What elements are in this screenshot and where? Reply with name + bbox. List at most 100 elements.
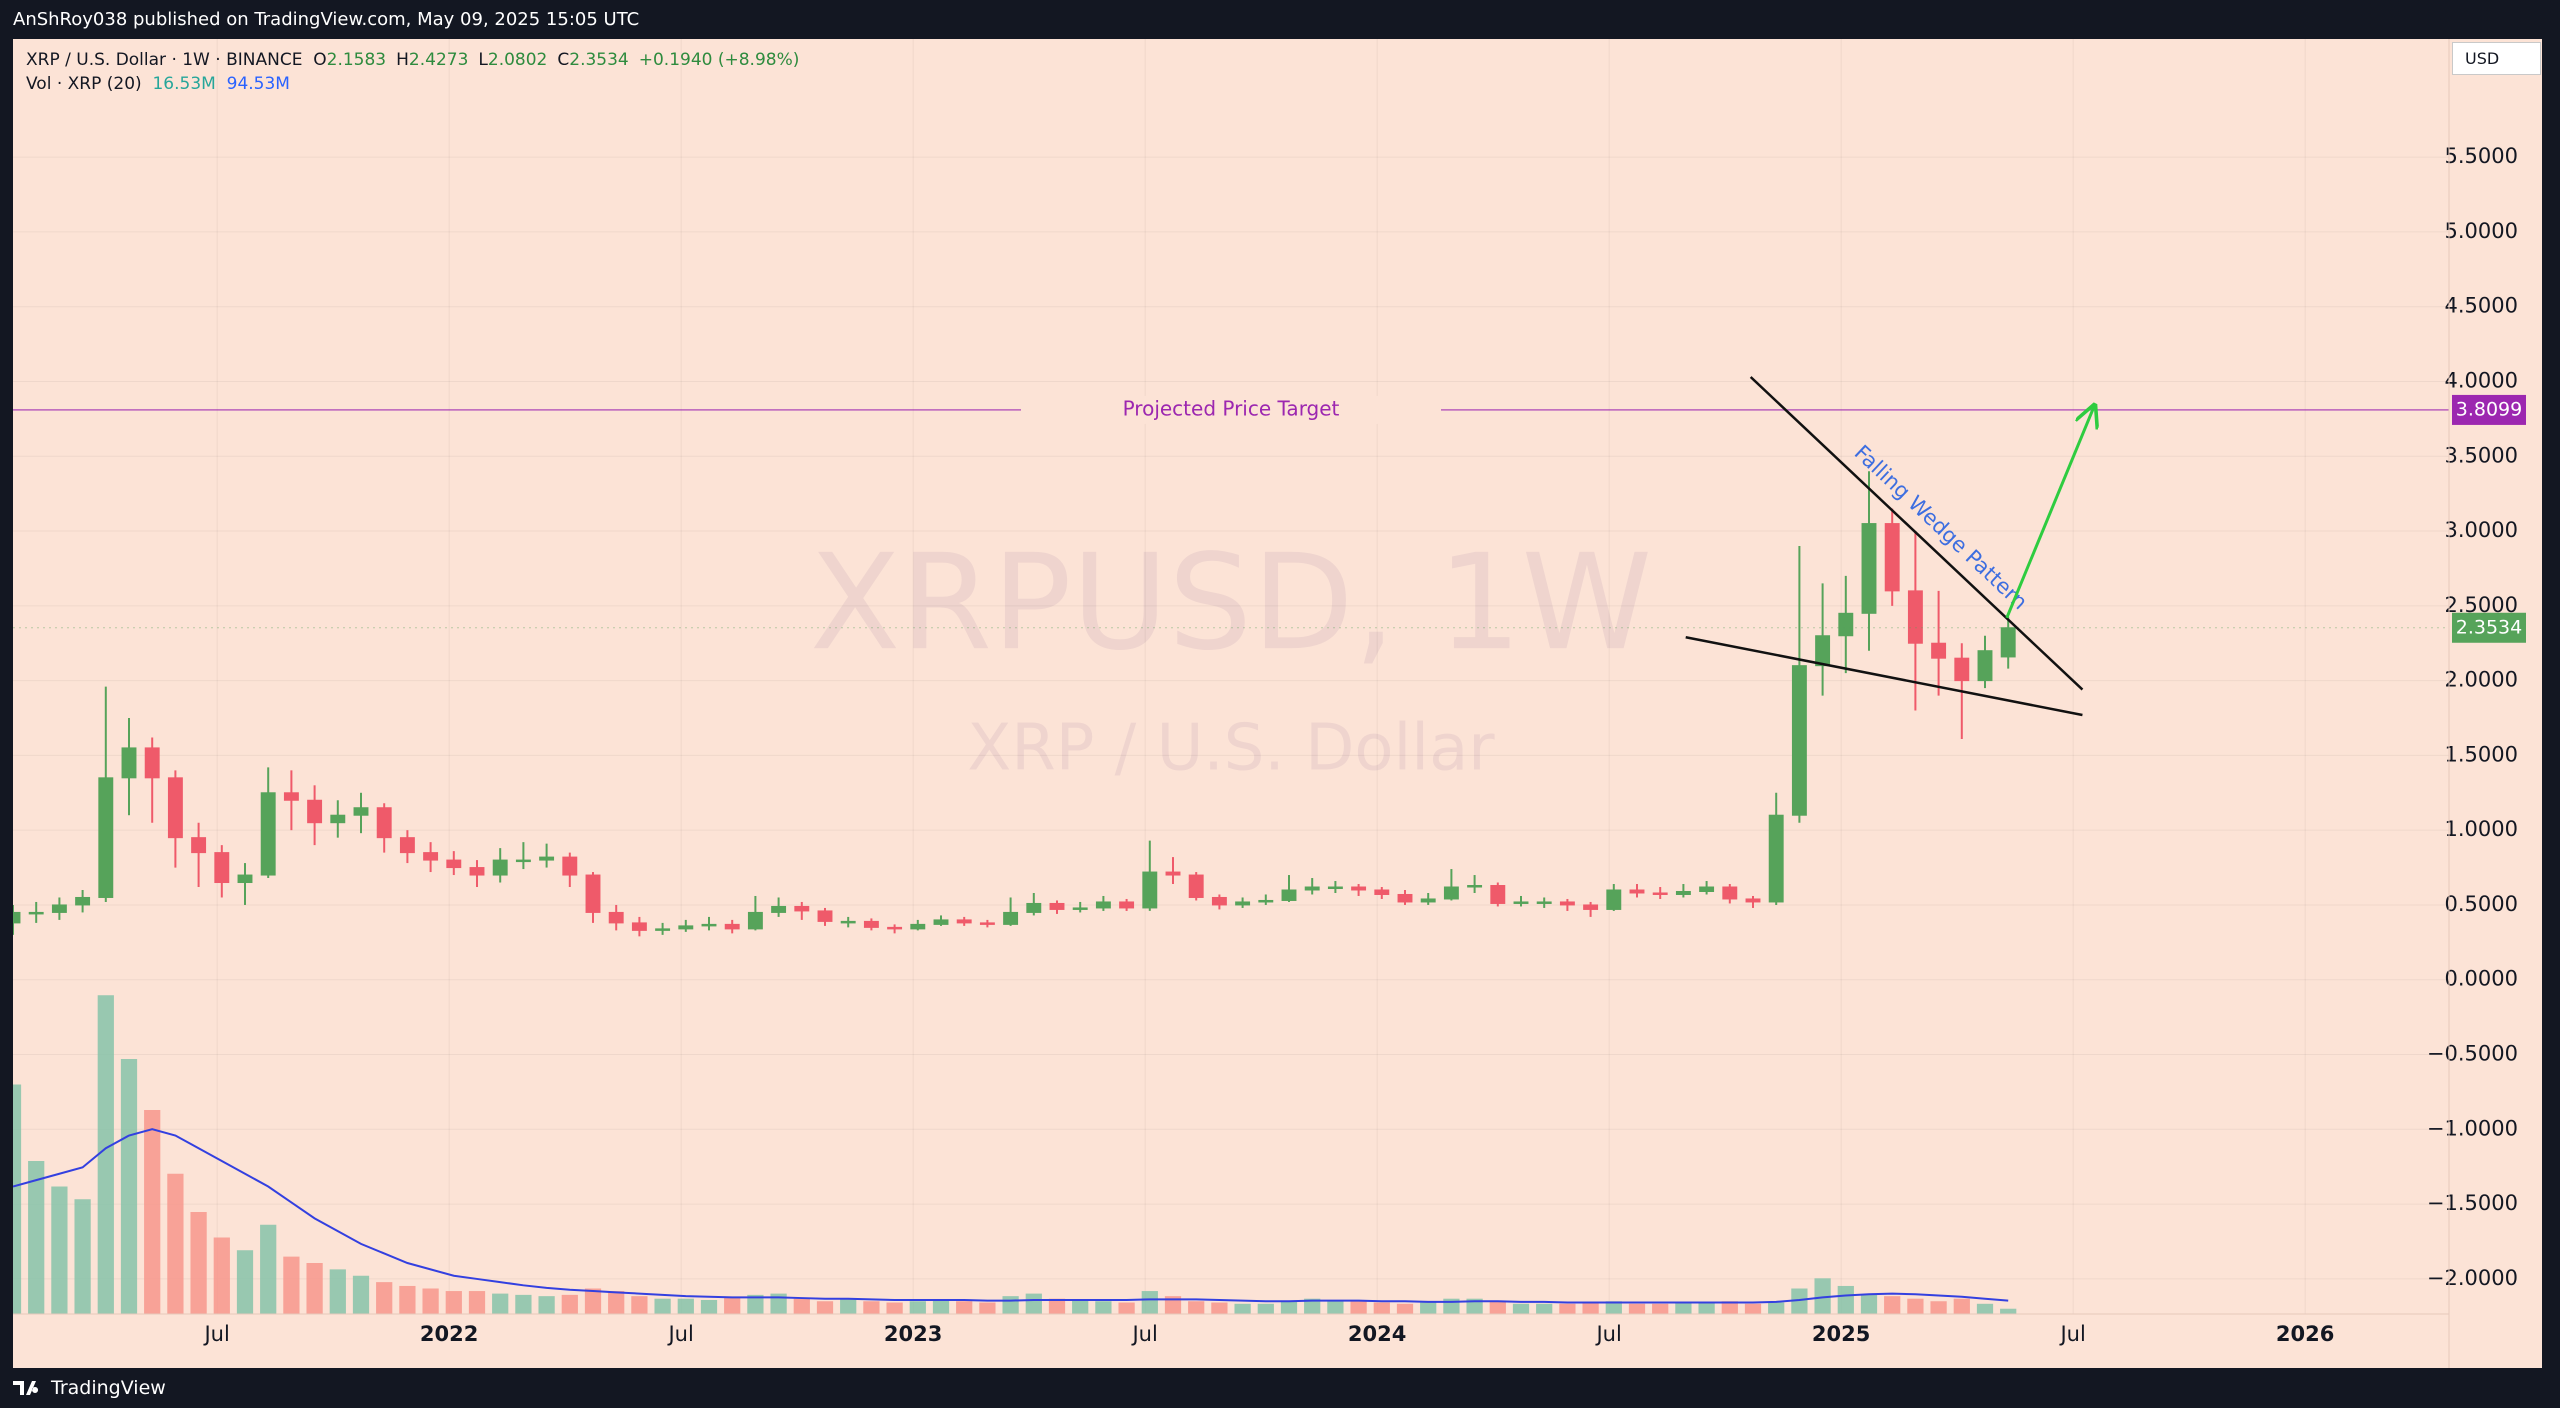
- candle-body: [1977, 650, 1993, 682]
- volume-bar: [793, 1298, 810, 1314]
- volume-bar: [376, 1282, 393, 1314]
- candle-body: [1745, 898, 1761, 903]
- x-tick-label: Jul: [1130, 1322, 1157, 1346]
- trendline: [1749, 376, 2084, 691]
- candle-body: [724, 923, 740, 930]
- volume-bar: [886, 1302, 903, 1314]
- ohlc-label: C: [557, 50, 570, 70]
- candle-body: [353, 807, 369, 816]
- candle-body: [631, 922, 647, 931]
- volume-bar: [236, 1250, 254, 1314]
- candle-body: [1258, 899, 1274, 903]
- volume-bar: [1211, 1302, 1228, 1314]
- volume-bar: [190, 1212, 207, 1314]
- candle-body: [539, 856, 555, 861]
- candle-body: [330, 814, 346, 824]
- ohlc-value: 2.4273: [408, 50, 469, 70]
- candle-body: [1235, 901, 1251, 906]
- volume-bar: [1976, 1303, 1994, 1314]
- volume-bar: [1002, 1296, 1019, 1314]
- last-price-badge: [2452, 612, 2526, 643]
- x-tick-label: 2022: [420, 1322, 478, 1346]
- volume-bar: [1582, 1302, 1599, 1314]
- x-tick-label: 2026: [2276, 1322, 2334, 1346]
- candle-body: [1954, 657, 1970, 682]
- candle-body: [1072, 907, 1088, 910]
- volume-bar: [399, 1285, 416, 1314]
- volume-bar: [979, 1302, 996, 1314]
- y-tick-label: 3.5000: [2445, 443, 2518, 467]
- currency-button[interactable]: USD: [2452, 42, 2541, 75]
- ohlc-label: O: [313, 50, 327, 70]
- volume-bar: [1675, 1302, 1692, 1314]
- vol-ma: 94.53M: [226, 74, 290, 94]
- candle-body: [1838, 612, 1854, 637]
- ohlc-label: L: [478, 50, 488, 70]
- candle-body: [13, 911, 21, 924]
- target-badge: [2452, 394, 2526, 425]
- y-tick-label: 2.0000: [2445, 668, 2518, 692]
- chart-background: [13, 39, 2542, 1368]
- volume-bar: [1118, 1302, 1135, 1314]
- volume-bar: [1930, 1301, 1947, 1314]
- volume-bar: [1698, 1302, 1715, 1314]
- x-tick-label: 2025: [1812, 1322, 1870, 1346]
- volume-bar: [654, 1298, 671, 1314]
- volume-bar: [260, 1224, 277, 1314]
- y-tick-label: 1.5000: [2445, 742, 2518, 766]
- x-tick-label: Jul: [666, 1322, 693, 1346]
- volume-bar: [724, 1297, 741, 1314]
- volume-bar: [2000, 1308, 2017, 1314]
- candle-body: [1026, 902, 1042, 913]
- candle-body: [655, 928, 671, 931]
- volume-bar: [863, 1301, 880, 1314]
- ohlc-value: 2.3534: [569, 50, 629, 70]
- volume-bar: [1884, 1296, 1901, 1314]
- candle-body: [237, 874, 253, 884]
- volume-bar: [422, 1288, 439, 1314]
- candle-body: [608, 911, 624, 924]
- volume-bar: [1164, 1296, 1182, 1314]
- candle-body: [307, 799, 323, 824]
- target-price-label: 3.8099: [2456, 398, 2522, 420]
- candle-body: [1304, 886, 1320, 891]
- volume-bar: [515, 1294, 532, 1314]
- publish-bar: AnShRoy038 published on TradingView.com,…: [0, 0, 2560, 39]
- y-tick-label: −2.0000: [2427, 1266, 2518, 1290]
- candle-body: [1165, 871, 1181, 876]
- candle-body: [794, 905, 810, 912]
- volume-bar: [51, 1186, 68, 1314]
- candle-body: [1907, 590, 1923, 644]
- volume-bar: [213, 1237, 230, 1314]
- volume-bar: [167, 1173, 184, 1314]
- volume-bar: [1466, 1298, 1483, 1314]
- candle-body: [771, 905, 787, 913]
- volume-bar: [1791, 1288, 1808, 1314]
- candle-body: [121, 747, 137, 779]
- volume-bar: [1234, 1303, 1251, 1314]
- volume-bar: [1907, 1298, 1924, 1314]
- candle-body: [399, 837, 415, 854]
- candle-body: [469, 867, 485, 876]
- candle-body: [144, 747, 160, 779]
- volume-bar: [306, 1263, 323, 1314]
- volume-bar: [538, 1296, 555, 1314]
- candle-body: [562, 856, 578, 876]
- candle-body: [1490, 885, 1506, 904]
- candle-body: [1420, 898, 1436, 903]
- candle-body: [678, 925, 694, 930]
- ohlc-label: H: [396, 50, 409, 70]
- volume-bar: [770, 1293, 787, 1314]
- candle-body: [1351, 886, 1367, 891]
- volume-bar: [932, 1299, 950, 1314]
- candle-body: [1559, 901, 1575, 906]
- vol-label: Vol · XRP (20): [26, 74, 142, 94]
- y-tick-label: 0.0000: [2445, 967, 2518, 991]
- candle-body: [75, 896, 91, 906]
- volume-bar: [1188, 1301, 1205, 1314]
- vol-value: 16.53M: [152, 74, 216, 94]
- logo: [13, 1381, 39, 1395]
- candle-body: [1327, 886, 1343, 890]
- y-tick-label: 4.5000: [2445, 294, 2518, 318]
